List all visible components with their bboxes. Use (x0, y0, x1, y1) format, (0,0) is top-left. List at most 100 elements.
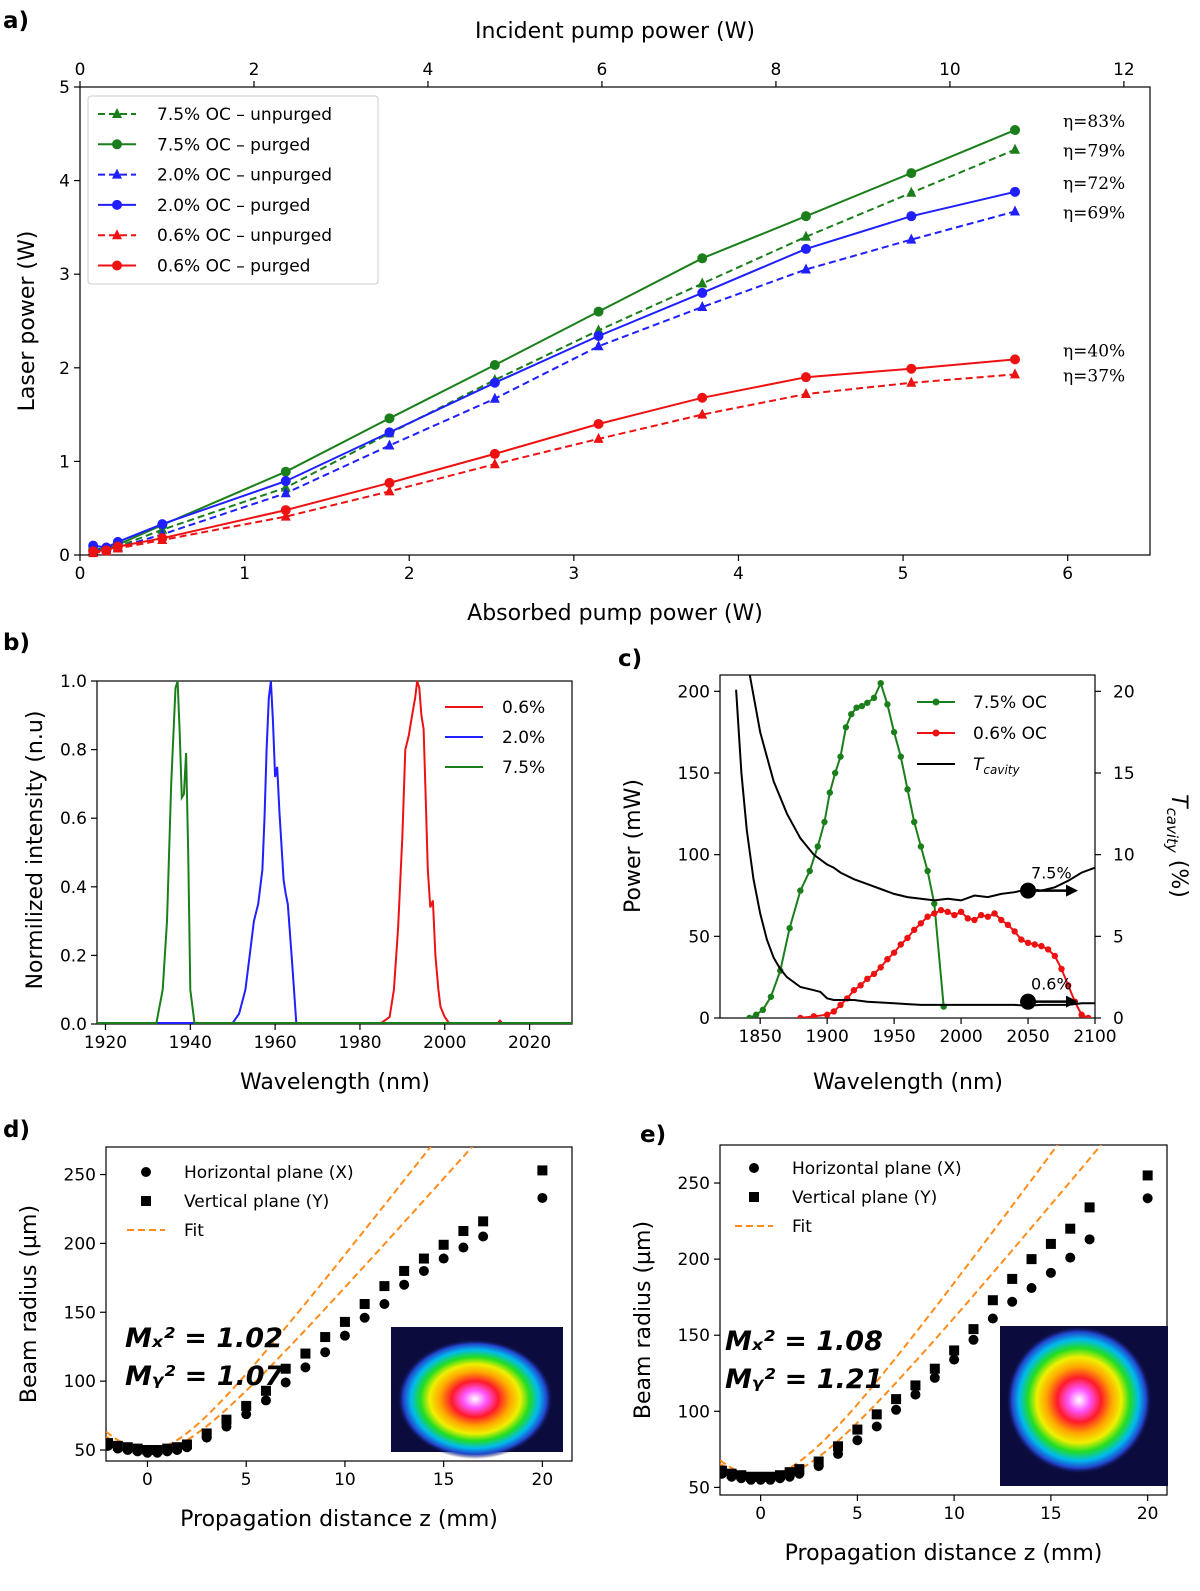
legend-box (87, 95, 379, 285)
panel-label: a) (3, 8, 29, 34)
data-point (418, 1265, 429, 1276)
panel-d: d) 0 5 10 15 20 50 100 150 200 250 Propagation dist… (3, 1117, 573, 1532)
data-point (823, 1011, 831, 1018)
data-point (800, 211, 811, 222)
data-point (157, 519, 168, 530)
efficiency-label: η=37% (1063, 366, 1125, 386)
data-point (904, 786, 911, 793)
x-tick-label: 2000 (423, 1033, 466, 1053)
efficiency-label: η=40% (1063, 341, 1125, 361)
data-point (906, 376, 917, 387)
plot-area (720, 1145, 1153, 1485)
data-point (112, 541, 123, 552)
panel-label: d) (3, 1117, 30, 1143)
data-point (814, 843, 821, 850)
data-point (987, 1313, 998, 1324)
data-point (800, 372, 811, 383)
panel-label: b) (3, 630, 30, 656)
efficiency-label: η=69% (1063, 203, 1125, 223)
data-point (858, 702, 866, 710)
legend-label: Tcavity (973, 755, 1020, 777)
legend-label: 7.5% OC – unpurged (157, 105, 332, 125)
data-point (1044, 946, 1052, 953)
data-point (991, 910, 998, 917)
y-tick-label: 200 (678, 682, 710, 702)
data-point (797, 1014, 804, 1018)
data-point (280, 487, 291, 498)
data-point (181, 1439, 192, 1450)
y-tick-label: 0.0 (60, 1015, 87, 1035)
data-point (1010, 143, 1021, 154)
y-tick-label: 150 (64, 1303, 96, 1323)
data-point (384, 413, 395, 424)
legend-marker (141, 1196, 151, 1206)
data-point (848, 711, 855, 718)
data-point (1045, 1267, 1056, 1278)
fit-curve (720, 1145, 1059, 1478)
x-tick-label: 3 (568, 564, 579, 584)
x-tick-label: 1980 (338, 1033, 381, 1053)
legend-label: Horizontal plane (X) (184, 1163, 354, 1183)
data-point (593, 306, 604, 317)
data-point (489, 448, 500, 459)
data-point (800, 388, 811, 399)
data-point (759, 1006, 767, 1014)
data-point (891, 1404, 902, 1415)
legend: Horizontal plane (X) Vertical plane (Y) Fi… (127, 1163, 354, 1241)
x2-tick-label: 4 (423, 60, 434, 80)
data-point (379, 1299, 390, 1309)
data-point (489, 392, 500, 403)
fit-curve (720, 1145, 1103, 1481)
data-point (697, 287, 708, 298)
data-point (884, 701, 891, 708)
data-point (746, 1014, 753, 1018)
y-tick-label: 5 (59, 78, 70, 98)
data-point (987, 1295, 998, 1306)
data-point (1024, 939, 1032, 947)
data-point (1058, 965, 1065, 973)
data-point (339, 1330, 350, 1341)
data-point (924, 913, 931, 920)
efficiency-label: η=83% (1063, 112, 1125, 132)
x-tick-label: 5 (898, 564, 909, 584)
data-point (320, 1332, 331, 1343)
data-point (917, 920, 925, 927)
x-tick-label: 6 (1062, 564, 1073, 584)
legend-label: 0.6% (502, 698, 545, 718)
data-point (797, 887, 804, 894)
y2-label-unit: (%) (1166, 853, 1191, 898)
fit-curve (106, 1147, 432, 1451)
y2-tick-label: 15 (1113, 764, 1135, 784)
plot-frame (719, 674, 1096, 1019)
data-point (697, 300, 708, 311)
m2-x-label: Mₓ² = 1.08 (725, 1326, 883, 1357)
x-tick-label: 1900 (806, 1027, 849, 1047)
data-point (871, 1409, 882, 1420)
data-point (384, 427, 395, 438)
data-point (944, 908, 951, 916)
y-tick-label: 4 (59, 172, 70, 192)
data-point (831, 769, 839, 777)
y-tick-label: 100 (64, 1372, 96, 1392)
data-point (593, 432, 604, 443)
data-point (1051, 952, 1059, 960)
data-point (1084, 1202, 1095, 1213)
data-point (794, 1464, 805, 1475)
data-point (172, 1442, 183, 1453)
legend-marker (112, 168, 122, 179)
legend-marker (141, 1167, 151, 1177)
x-axis-label: Wavelength (nm) (813, 1070, 1003, 1095)
y2-label-main: T (1166, 794, 1191, 809)
legend-marker (932, 729, 940, 737)
data-point (1031, 941, 1038, 948)
data-point (821, 818, 828, 826)
beam-spot (397, 1339, 553, 1459)
x-tick-label: 1920 (84, 1033, 127, 1053)
data-point (458, 1242, 469, 1253)
data-point (101, 545, 112, 556)
legend: Horizontal plane (X) Vertical plane (Y) Fi… (735, 1159, 962, 1237)
data-point (720, 1465, 727, 1476)
data-point (152, 1444, 163, 1455)
legend: 7.5% OC – unpurged 7.5% OC – purged 2.0% O… (87, 95, 379, 285)
x-tick-label: 1940 (169, 1033, 212, 1053)
